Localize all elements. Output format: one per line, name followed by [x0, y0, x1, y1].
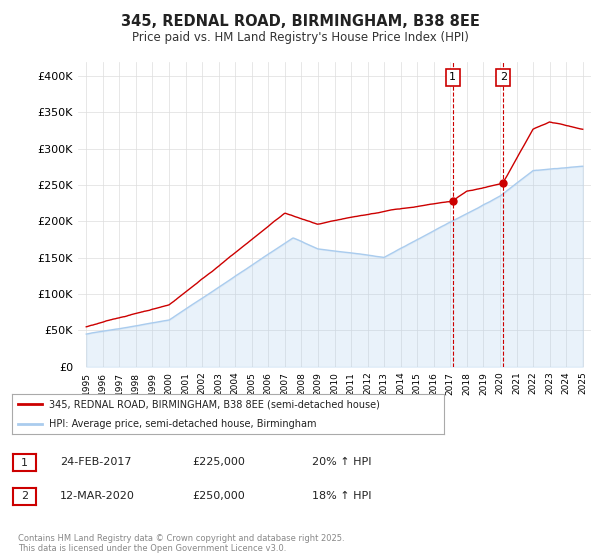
Text: £225,000: £225,000	[192, 457, 245, 467]
Text: £250,000: £250,000	[192, 491, 245, 501]
Text: Contains HM Land Registry data © Crown copyright and database right 2025.
This d: Contains HM Land Registry data © Crown c…	[18, 534, 344, 553]
Text: 2: 2	[500, 72, 507, 82]
Text: 345, REDNAL ROAD, BIRMINGHAM, B38 8EE: 345, REDNAL ROAD, BIRMINGHAM, B38 8EE	[121, 14, 479, 29]
Text: HPI: Average price, semi-detached house, Birmingham: HPI: Average price, semi-detached house,…	[49, 418, 316, 428]
Text: 18% ↑ HPI: 18% ↑ HPI	[312, 491, 371, 501]
Text: 1: 1	[449, 72, 457, 82]
Text: 12-MAR-2020: 12-MAR-2020	[60, 491, 135, 501]
Text: 2: 2	[21, 491, 28, 501]
Text: 345, REDNAL ROAD, BIRMINGHAM, B38 8EE (semi-detached house): 345, REDNAL ROAD, BIRMINGHAM, B38 8EE (s…	[49, 399, 380, 409]
Text: 20% ↑ HPI: 20% ↑ HPI	[312, 457, 371, 467]
Text: 1: 1	[21, 458, 28, 468]
Text: 24-FEB-2017: 24-FEB-2017	[60, 457, 131, 467]
Text: Price paid vs. HM Land Registry's House Price Index (HPI): Price paid vs. HM Land Registry's House …	[131, 31, 469, 44]
